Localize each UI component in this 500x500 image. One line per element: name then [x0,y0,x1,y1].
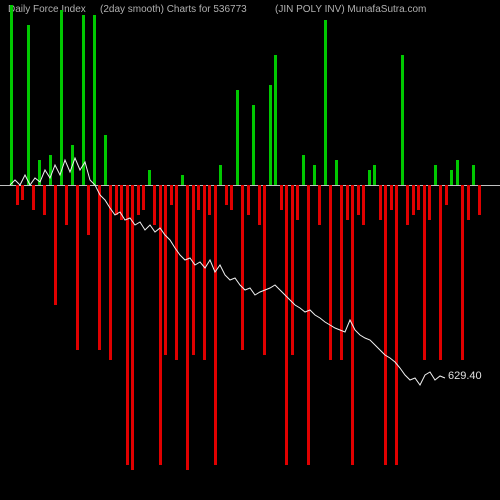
price-line-svg [0,0,500,500]
price-polyline [10,158,445,385]
force-index-chart: Daily Force Index (2day smooth) Charts f… [0,0,500,500]
price-last-label: 629.40 [448,370,482,382]
